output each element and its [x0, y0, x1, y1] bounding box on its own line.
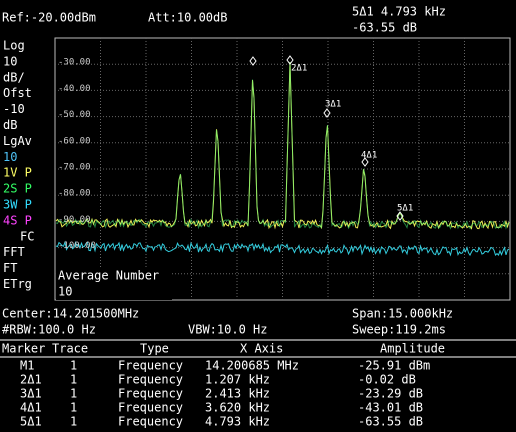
marker-amplitude: -63.55 dB: [352, 21, 417, 35]
panel-label: LgAv: [3, 134, 32, 148]
y-axis-label: -60.00: [58, 136, 91, 146]
panel-label: ETrg: [3, 277, 32, 291]
table-cell: 3Δ1: [20, 387, 42, 401]
trace-2: [55, 61, 510, 230]
marker-diamond: [396, 211, 404, 221]
marker-label: 4Δ1: [361, 151, 377, 161]
table-cell: -43.01 dB: [358, 401, 423, 415]
table-cell: Frequency: [118, 415, 183, 429]
table-cell: -0.02 dB: [358, 373, 416, 387]
y-axis-label: -100.00: [58, 241, 96, 251]
overlay-title: Average Number: [58, 269, 159, 283]
overlay-box: [56, 268, 172, 300]
marker-label: 3Δ1: [325, 100, 341, 110]
marker-readout: 5Δ1 4.793 kHz: [352, 5, 446, 19]
marker-label: 5Δ1: [397, 204, 413, 214]
table-cell: 1: [70, 359, 77, 373]
table-cell: 14.200685 MHz: [205, 359, 299, 373]
marker-diamond: [286, 55, 294, 65]
y-axis-label: -50.00: [58, 110, 91, 120]
rbw: #RBW:100.0 Hz: [2, 323, 96, 337]
y-axis-label: -30.00: [58, 58, 91, 68]
table-cell: -63.55 dB: [358, 415, 423, 429]
panel-label: 10: [3, 150, 17, 164]
table-cell: 1.207 kHz: [205, 373, 270, 387]
panel-label: 2S P: [3, 182, 32, 196]
table-cell: M1: [20, 359, 34, 373]
panel-label: 1V P: [3, 166, 32, 180]
table-header: Amplitude: [380, 342, 445, 356]
marker-diamond: [249, 56, 257, 66]
table-cell: 2Δ1: [20, 373, 42, 387]
panel-label: -10: [3, 102, 25, 116]
marker-diamond: [361, 157, 369, 167]
table-cell: 3.620 kHz: [205, 401, 270, 415]
panel-label: dB/: [3, 70, 25, 84]
table-cell: Frequency: [118, 373, 183, 387]
table-cell: Frequency: [118, 387, 183, 401]
table-cell: 1: [70, 401, 77, 415]
y-axis-label: -90.00: [58, 215, 91, 225]
attenuation: Att:10.00dB: [148, 11, 227, 25]
table-cell: -23.29 dB: [358, 387, 423, 401]
table-cell: 1: [70, 415, 77, 429]
ref-level: Ref:-20.00dBm: [2, 11, 96, 25]
table-cell: 5Δ1: [20, 415, 42, 429]
y-axis-label: -70.00: [58, 163, 91, 173]
trace-1: [55, 61, 510, 230]
table-cell: 2.413 kHz: [205, 387, 270, 401]
table-header: Type: [140, 342, 169, 356]
panel-label: FFT: [3, 245, 25, 259]
panel-label: Ofst: [3, 86, 32, 100]
span: Span:15.000kHz: [352, 307, 453, 321]
marker-diamond: [323, 108, 331, 118]
overlay-value: 10: [58, 285, 72, 299]
table-header: Marker: [2, 342, 45, 356]
panel-label: 10: [3, 54, 17, 68]
table-header: X Axis: [240, 342, 283, 356]
panel-label: 3W P: [3, 198, 32, 212]
table-cell: Frequency: [118, 401, 183, 415]
panel-label: 4S P: [3, 213, 32, 227]
panel-label: FC: [20, 229, 34, 243]
table-cell: Frequency: [118, 359, 183, 373]
vbw: VBW:10.0 Hz: [188, 323, 267, 337]
y-axis-label: -80.00: [58, 189, 91, 199]
trace-3: [55, 240, 510, 257]
table-cell: 4Δ1: [20, 401, 42, 415]
marker-label: 2Δ1: [291, 64, 307, 74]
table-cell: 1: [70, 387, 77, 401]
table-cell: 1: [70, 373, 77, 387]
center-freq: Center:14.201500MHz: [2, 307, 139, 321]
table-cell: -25.91 dBm: [358, 359, 430, 373]
table-header: Trace: [52, 342, 88, 356]
sweep: Sweep:119.2ms: [352, 323, 446, 337]
panel-label: FT: [3, 261, 17, 275]
table-cell: 4.793 kHz: [205, 415, 270, 429]
panel-label: dB: [3, 118, 17, 132]
y-axis-label: -40.00: [58, 84, 91, 94]
panel-label: Log: [3, 39, 25, 53]
